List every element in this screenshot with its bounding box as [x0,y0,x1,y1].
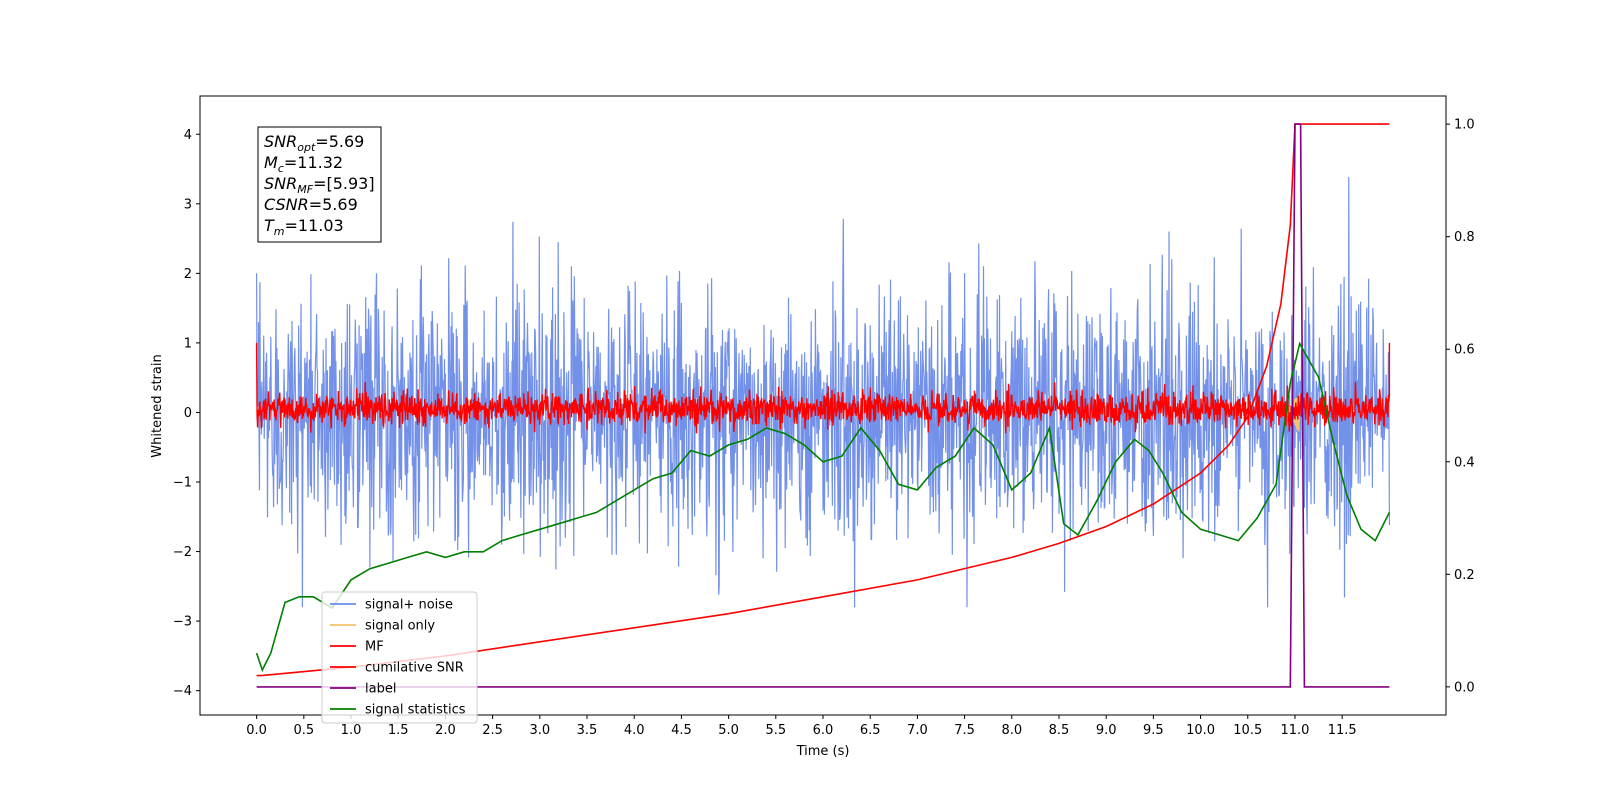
x-tick-label: 1.5 [388,723,409,738]
series-layer [255,123,1391,688]
legend-item: signal+ noise [330,598,453,613]
y2-tick-label: 0.4 [1454,455,1475,470]
stat-line: SNRopt=5.69 [264,132,364,154]
y-tick-label: 0 [184,406,192,421]
stat-subscript: m [274,225,285,238]
stat-symbol: CSNR [264,195,309,214]
stat-symbol: T [264,216,275,235]
stat-value: =5.69 [315,132,364,151]
legend-item: signal only [330,619,435,634]
x-tick-label: 11.0 [1280,723,1309,738]
y-axis-right: 0.0 0.2 0.4 0.6 0.8 1.0 [1446,118,1475,695]
stat-symbol: SNR [264,174,297,193]
x-tick-label: 7.5 [954,723,975,738]
stat-subscript: MF [297,183,313,196]
legend-label: signal only [365,619,435,634]
y2-tick-label: 0.8 [1454,230,1475,245]
legend-item: cumilative SNR [330,661,464,676]
stat-line: Tm=11.03 [264,216,344,238]
stats-annotation: SNRopt=5.69Mc=11.32SNRMF=[5.93]CSNR=5.69… [257,126,382,243]
x-axis-label: Time (s) [796,744,850,759]
stat-subscript: c [278,162,284,175]
x-tick-label: 9.0 [1096,723,1117,738]
stat-line: SNRMF=[5.93] [264,174,375,196]
legend-item: signal statistics [330,703,466,718]
x-tick-label: 2.0 [435,723,456,738]
stat-value: =11.03 [285,216,344,235]
legend-label: signal statistics [365,703,466,718]
x-tick-label: 4.0 [624,723,645,738]
stat-value: =[5.93] [313,174,375,193]
series-signal-statistics-line [255,341,1391,673]
y-tick-label: −1 [173,476,192,491]
x-tick-label: 3.5 [577,723,598,738]
x-tick-label: 1.0 [341,723,362,738]
y2-tick-label: 0.6 [1454,343,1475,358]
stat-symbol: SNR [264,132,297,151]
stat-value: =11.32 [284,153,343,172]
legend-label: label [365,682,396,697]
x-tick-label: 0.0 [246,723,267,738]
x-tick-label: 3.0 [529,723,550,738]
legend-label: signal+ noise [365,598,453,613]
x-tick-label: 8.5 [1049,723,1070,738]
y-tick-label: −3 [173,615,192,630]
stat-value: =5.69 [309,195,358,214]
series-mf-line [255,342,1391,434]
x-tick-label: 7.0 [907,723,928,738]
x-tick-label: 0.5 [293,723,314,738]
stat-line: Mc=11.32 [264,153,343,175]
x-tick-label: 2.5 [482,723,503,738]
y-tick-label: 1 [184,336,192,351]
x-tick-label: 8.0 [1001,723,1022,738]
x-tick-label: 9.5 [1143,723,1164,738]
legend-item: MF [330,640,384,655]
y-tick-label: −2 [173,545,192,560]
x-tick-label: 5.0 [718,723,739,738]
legend: signal+ noise signal only MF cumilative SNR… [321,591,478,724]
y-tick-label: −4 [173,684,192,699]
y-axis-label: Whitened strain [150,354,165,457]
x-tick-label: 6.5 [860,723,881,738]
x-tick-label: 5.5 [765,723,786,738]
legend-label: cumilative SNR [365,661,464,676]
y-tick-label: 2 [184,267,192,282]
x-tick-label: 11.5 [1328,723,1357,738]
stat-line: CSNR=5.69 [264,195,358,214]
legend-box [321,591,478,724]
x-tick-label: 4.5 [671,723,692,738]
legend-label: MF [365,640,384,655]
y-axis-left: −4 −3 −2 −1 0 1 2 3 4 [173,128,200,699]
stats-box [257,126,382,243]
y2-tick-label: 0.2 [1454,568,1475,583]
y-tick-label: 4 [184,128,192,143]
x-tick-label: 10.0 [1186,723,1215,738]
x-tick-label: 10.5 [1233,723,1262,738]
x-tick-label: 6.0 [813,723,834,738]
stat-symbol: M [264,153,278,172]
y-tick-label: 3 [184,197,192,212]
y2-tick-label: 0.0 [1454,680,1475,695]
x-axis: 0.0 0.5 1.0 1.5 2.0 2.5 3.0 3.5 4.0 4.5 5.0 5.5 6.0 6… [246,715,1357,738]
series-label-line [256,123,1390,688]
series-signal-noise-line [256,177,1390,608]
y2-tick-label: 1.0 [1454,118,1475,133]
legend-item: label [330,682,396,697]
stat-subscript: opt [297,141,316,154]
